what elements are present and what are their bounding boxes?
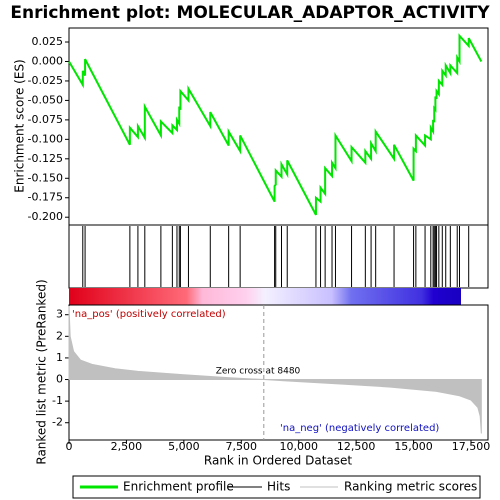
x-tick-label: 17,500	[452, 440, 491, 453]
enrichment-line	[68, 33, 483, 216]
x-tick-label: 15,000	[394, 440, 433, 453]
y-tick-label: 3	[56, 308, 63, 321]
x-tick-label: 0	[66, 440, 73, 453]
es-frame	[68, 27, 489, 226]
ranking-area	[68, 306, 482, 434]
y-tick-label: -0.175	[28, 191, 63, 204]
y-tick-label: -0.100	[28, 132, 63, 145]
x-axis-label: Rank in Ordered Dataset	[204, 454, 352, 468]
x-tick-label: 5,000	[168, 440, 200, 453]
x-tick-label: 12,500	[337, 440, 376, 453]
y-tick-label: 1	[56, 351, 63, 364]
y-tick-label: 0.000	[32, 54, 64, 67]
y-tick-label: -0.025	[28, 74, 63, 87]
x-tick-label: 2,500	[111, 440, 143, 453]
y-tick-label: 0.025	[32, 35, 64, 48]
color-band	[69, 288, 461, 305]
y-tick-label: -2	[52, 416, 63, 429]
legend-label: Enrichment profile	[123, 480, 234, 494]
y-tick-label: -1	[52, 394, 63, 407]
annotation: Zero cross at 8480	[216, 367, 301, 377]
y-axis-label: Enrichment score (ES)	[13, 59, 27, 192]
y-tick-label: 2	[56, 329, 63, 342]
annotation: 'na_neg' (negatively correlated)	[280, 423, 439, 434]
chart-title: Enrichment plot: MOLECULAR_ADAPTOR_ACTIV…	[10, 3, 490, 23]
y-tick-label: -0.125	[28, 152, 63, 165]
y-axis-label: Ranked list metric (PreRanked)	[35, 279, 49, 464]
legend-label: Ranking metric scores	[344, 480, 477, 494]
x-tick-label: 7,500	[226, 440, 258, 453]
y-tick-label: -0.050	[28, 93, 63, 106]
y-tick-label: 0	[56, 373, 63, 386]
y-tick-label: -0.075	[28, 113, 63, 126]
annotation: 'na_pos' (positively correlated)	[72, 309, 226, 320]
legend-label: Hits	[267, 480, 290, 494]
y-tick-label: -0.200	[28, 210, 63, 223]
y-tick-label: -0.150	[28, 171, 63, 184]
x-tick-label: 10,000	[279, 440, 318, 453]
legend	[72, 475, 481, 499]
